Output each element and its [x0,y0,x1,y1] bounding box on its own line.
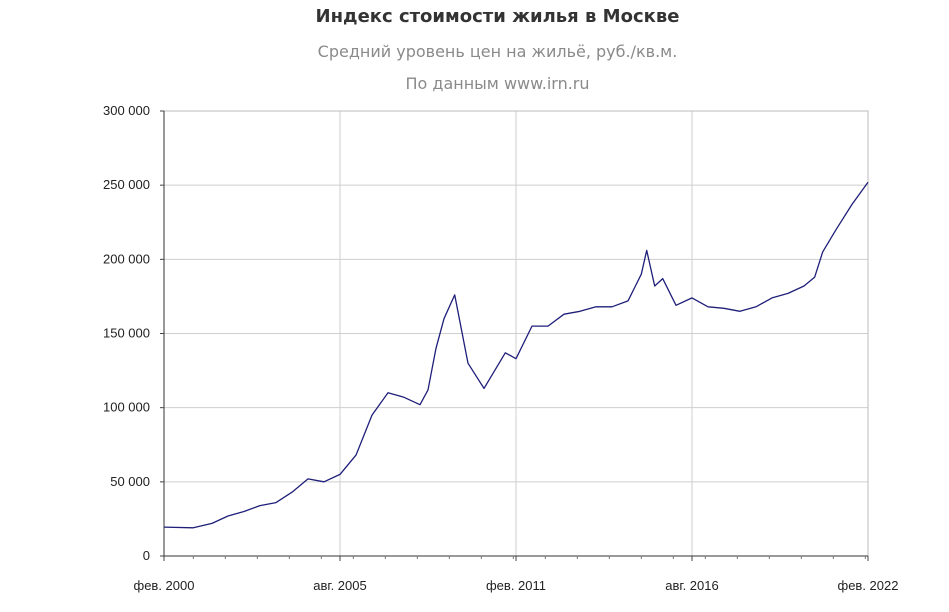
y-axis-ticks: 0 50 000 100 000 150 000 200 000 250 000 300 0… [103,103,164,563]
chart-source: По данным www.irn.ru [405,74,590,93]
chart-subtitle: Средний уровень цен на жильё, руб./кв.м. [317,42,678,61]
y-tick-label: 250 000 [103,177,150,192]
x-tick-label: авг. 2016 [665,578,718,593]
x-tick-label: фев. 2011 [486,578,546,593]
x-axis-ticks: фев. 2000 авг. 2005 фев. 2011 авг. 2016 фев.… [134,556,899,593]
y-tick-label: 200 000 [103,251,150,266]
y-tick-label: 50 000 [110,474,150,489]
y-tick-label: 0 [143,548,150,563]
grid-lines [164,110,868,556]
y-tick-label: 150 000 [103,326,150,341]
chart-title: Индекс стоимости жилья в Москве [315,6,680,27]
y-tick-label: 100 000 [103,400,150,415]
x-tick-label: авг. 2005 [313,578,366,593]
x-tick-label: фев. 2022 [838,578,899,593]
y-tick-label: 300 000 [103,103,150,118]
x-tick-label: фев. 2000 [134,578,195,593]
series-line [163,181,869,529]
